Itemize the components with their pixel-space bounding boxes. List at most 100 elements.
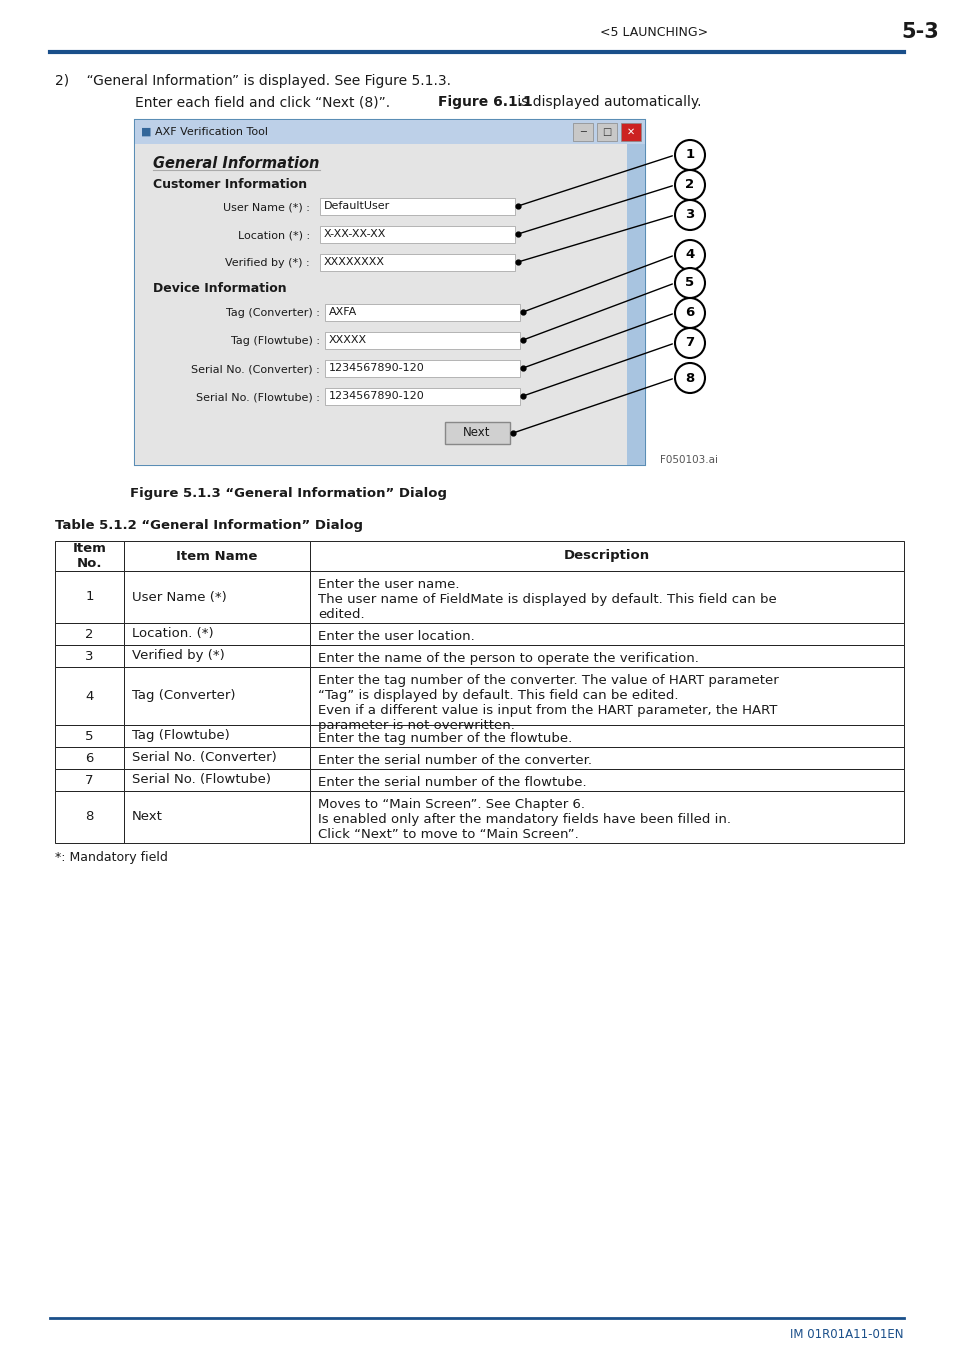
Text: Location. (*): Location. (*) [132,628,213,640]
Bar [310,667,903,725]
Text: Enter the serial number of the converter.: Enter the serial number of the converter… [317,755,592,767]
Bar [310,725,903,747]
Text: 1234567890-120: 1234567890-120 [329,363,424,373]
Text: Customer Information: Customer Information [152,178,307,190]
Text: Next: Next [132,810,163,824]
Bar [325,332,519,350]
Text: Tag (Flowtube) :: Tag (Flowtube) : [231,336,319,346]
Text: 3: 3 [85,649,93,663]
Bar [310,622,903,645]
Bar [310,571,903,622]
Text: XXXXX: XXXXX [329,335,367,346]
Text: AXFA: AXFA [329,306,356,317]
Bar [55,725,124,747]
Bar [124,571,310,622]
Text: Serial No. (Converter): Serial No. (Converter) [132,752,276,764]
Text: Enter the tag number of the converter. The value of HART parameter
“Tag” is disp: Enter the tag number of the converter. T… [317,674,778,732]
Text: Enter each field and click “Next (8)”.: Enter each field and click “Next (8)”. [100,95,395,109]
Text: AXF Verification Tool: AXF Verification Tool [154,127,268,136]
Text: 6: 6 [85,752,93,764]
Bar [124,725,310,747]
Circle shape [675,240,704,270]
Bar [310,541,903,571]
Text: Next: Next [463,427,490,440]
Text: XXXXXXXX: XXXXXXXX [324,256,385,267]
Text: Item
No.: Item No. [72,541,107,570]
Text: 4: 4 [684,248,694,262]
Text: General Information: General Information [152,157,319,171]
Bar [124,747,310,769]
Text: Tag (Flowtube): Tag (Flowtube) [132,729,230,742]
Text: Tag (Converter): Tag (Converter) [132,690,235,702]
Text: 8: 8 [684,371,694,385]
Bar [310,747,903,769]
Text: □: □ [601,127,611,136]
Text: Serial No. (Flowtube) :: Serial No. (Flowtube) : [196,392,319,402]
Bar [310,791,903,842]
Text: X-XX-XX-XX: X-XX-XX-XX [324,230,386,239]
Text: DefaultUser: DefaultUser [324,201,390,211]
Bar [55,645,124,667]
Circle shape [675,328,704,358]
Bar [135,120,644,464]
Text: User Name (*) :: User Name (*) : [223,202,310,212]
Bar [325,304,519,321]
Text: Device Information: Device Information [152,282,286,296]
Bar [325,387,519,405]
Bar [319,198,515,215]
Bar [620,123,640,140]
Text: Moves to “Main Screen”. See Chapter 6.
Is enabled only after the mandatory field: Moves to “Main Screen”. See Chapter 6. I… [317,798,730,841]
Bar [124,541,310,571]
Text: Figure 6.1.1: Figure 6.1.1 [437,95,532,109]
Bar [626,144,644,464]
Text: ✕: ✕ [626,127,635,136]
Bar [55,667,124,725]
Text: Verified by (*) :: Verified by (*) : [225,258,310,269]
Bar [55,747,124,769]
Text: 1234567890-120: 1234567890-120 [329,392,424,401]
Text: 4: 4 [85,690,93,702]
Text: 5-3: 5-3 [901,22,938,42]
Text: 1: 1 [684,148,694,162]
Text: *: Mandatory field: *: Mandatory field [55,850,168,864]
Bar [55,541,124,571]
Text: Location (*) :: Location (*) : [237,230,310,240]
Text: 5: 5 [85,729,93,742]
Circle shape [675,200,704,230]
Bar [55,622,124,645]
Text: Enter the serial number of the flowtube.: Enter the serial number of the flowtube. [317,776,586,788]
Bar [55,791,124,842]
Text: User Name (*): User Name (*) [132,590,227,603]
Bar [55,571,124,622]
Circle shape [675,363,704,393]
Bar [124,791,310,842]
Text: is displayed automatically.: is displayed automatically. [513,95,700,109]
Bar [310,645,903,667]
Bar [55,769,124,791]
Text: ■: ■ [141,127,152,136]
Text: 2)    “General Information” is displayed. See Figure 5.1.3.: 2) “General Information” is displayed. S… [55,74,451,88]
Text: F050103.ai: F050103.ai [659,455,718,464]
Bar [444,423,510,444]
Bar [135,144,644,464]
Text: Enter the tag number of the flowtube.: Enter the tag number of the flowtube. [317,732,572,745]
Text: Item Name: Item Name [176,549,257,563]
Text: IM 01R01A11-01EN: IM 01R01A11-01EN [790,1328,903,1341]
Text: <5 LAUNCHING>: <5 LAUNCHING> [599,26,707,39]
Bar [124,622,310,645]
Bar [310,769,903,791]
Text: 8: 8 [85,810,93,824]
Text: Enter the user location.: Enter the user location. [317,630,475,643]
Text: 6: 6 [684,306,694,320]
Text: Enter the user name.
The user name of FieldMate is displayed by default. This fi: Enter the user name. The user name of Fi… [317,578,776,621]
Bar [135,120,644,144]
Text: Tag (Converter) :: Tag (Converter) : [226,308,319,319]
Text: 7: 7 [684,336,694,350]
Bar [597,123,617,140]
Bar [319,254,515,271]
Bar [325,360,519,377]
Text: 5: 5 [684,277,694,289]
Text: Enter the name of the person to operate the verification.: Enter the name of the person to operate … [317,652,699,666]
Text: 2: 2 [684,178,694,192]
Bar [573,123,593,140]
